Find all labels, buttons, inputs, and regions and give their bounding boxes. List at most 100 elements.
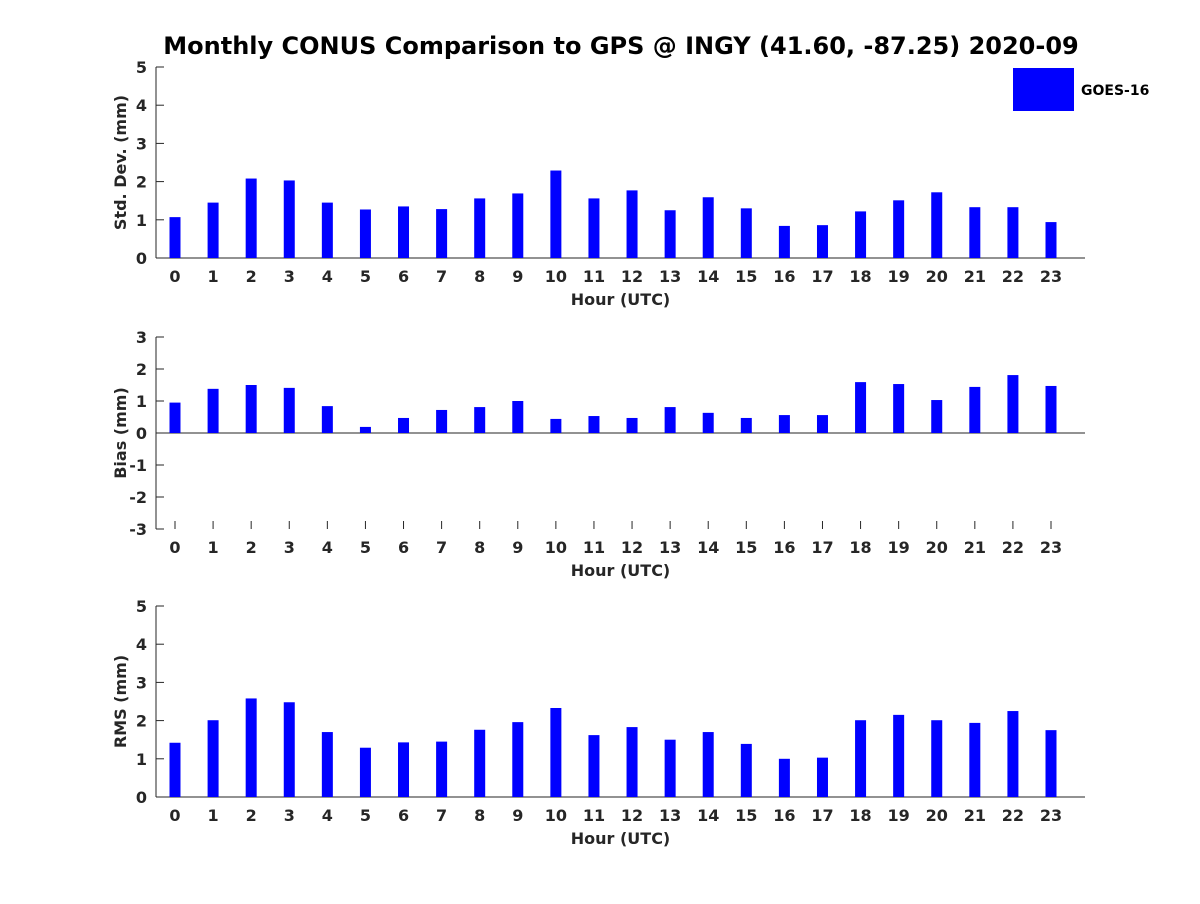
rms-bar (359, 747, 371, 797)
rms-y-tick-label: 5 (136, 597, 147, 616)
bias-bar (359, 426, 371, 433)
legend: GOES-16 (1013, 68, 1149, 111)
rms-y-tick-label: 0 (136, 788, 147, 807)
rms-bar (207, 720, 219, 797)
bias-x-tick-label: 16 (773, 538, 795, 557)
rms-bar (816, 757, 828, 797)
std-dev-bar (512, 193, 524, 258)
std-dev-x-tick-label: 6 (398, 267, 409, 286)
rms-x-tick-label: 9 (512, 806, 523, 825)
rms-x-tick-label: 23 (1040, 806, 1062, 825)
std-dev-bar (855, 211, 867, 258)
std-dev-y-tick-label: 0 (136, 249, 147, 268)
rms-x-tick-label: 13 (659, 806, 681, 825)
std-dev-bar (321, 202, 333, 258)
bias-bar (931, 400, 943, 433)
rms-bar (283, 702, 295, 797)
rms-x-tick-label: 22 (1002, 806, 1024, 825)
rms-bar (169, 742, 181, 797)
bias-y-tick-label: -2 (129, 488, 147, 507)
bias-x-tick-label: 9 (512, 538, 523, 557)
std-dev-x-tick-label: 17 (811, 267, 833, 286)
rms-x-tick-label: 12 (621, 806, 643, 825)
std-dev-x-tick-label: 21 (964, 267, 986, 286)
rms-y-tick-label: 4 (136, 635, 147, 654)
std-dev-x-tick-label: 9 (512, 267, 523, 286)
rms-x-tick-label: 3 (284, 806, 295, 825)
rms-x-tick-label: 4 (322, 806, 333, 825)
std-dev-x-tick-label: 4 (322, 267, 333, 286)
chart-title: Monthly CONUS Comparison to GPS @ INGY (… (163, 32, 1078, 60)
std-dev-bar (550, 170, 562, 258)
bias-bar (969, 386, 981, 433)
bias-x-tick-label: 7 (436, 538, 447, 557)
bias-x-tick-label: 20 (926, 538, 948, 557)
bias-bar (626, 417, 638, 433)
std-dev-x-tick-label: 3 (284, 267, 295, 286)
bias-x-tick-label: 15 (735, 538, 757, 557)
rms-bar (740, 743, 752, 797)
bias-bar (321, 406, 333, 433)
std-dev-bar (1045, 222, 1057, 258)
std-dev-x-tick-label: 15 (735, 267, 757, 286)
bias-y-tick-label: 1 (136, 392, 147, 411)
rms-bar (436, 741, 448, 797)
bias-x-tick-label: 4 (322, 538, 333, 557)
bias-x-tick-label: 11 (583, 538, 605, 557)
rms-bar (778, 758, 790, 797)
std-dev-bar (626, 190, 638, 258)
rms-x-tick-label: 6 (398, 806, 409, 825)
std-dev-y-axis-label: Std. Dev. (mm) (111, 95, 130, 230)
rms-x-tick-label: 19 (888, 806, 910, 825)
rms-x-tick-label: 7 (436, 806, 447, 825)
bias-bar (245, 385, 257, 433)
bias-y-tick-label: 0 (136, 424, 147, 443)
std-dev-bar (816, 225, 828, 258)
bias-y-tick-label: 3 (136, 328, 147, 347)
bias-bar (207, 388, 219, 433)
rms-x-tick-label: 21 (964, 806, 986, 825)
bias-bar (550, 418, 562, 433)
std-dev-x-tick-label: 19 (888, 267, 910, 286)
bias-bar (169, 402, 181, 433)
std-dev-x-tick-label: 22 (1002, 267, 1024, 286)
std-dev-bar (778, 225, 790, 258)
std-dev-x-tick-label: 14 (697, 267, 719, 286)
rms-bar (588, 735, 600, 797)
bias-x-tick-label: 22 (1002, 538, 1024, 557)
bias-x-tick-label: 1 (208, 538, 219, 557)
rms-x-tick-label: 14 (697, 806, 719, 825)
rms-bar (398, 742, 410, 797)
std-dev-x-tick-label: 11 (583, 267, 605, 286)
legend-swatch (1013, 68, 1074, 111)
bias-bar (702, 412, 714, 433)
rms-bar (474, 729, 486, 797)
std-dev-bar (436, 209, 448, 258)
rms-bar (702, 732, 714, 797)
bias-bar (398, 417, 410, 433)
rms-bar (969, 722, 981, 797)
std-dev-bar (1007, 207, 1019, 258)
bias-bar (474, 407, 486, 433)
std-dev-x-tick-label: 7 (436, 267, 447, 286)
bias-x-tick-label: 19 (888, 538, 910, 557)
rms-x-tick-label: 5 (360, 806, 371, 825)
rms-x-axis-label: Hour (UTC) (571, 829, 671, 848)
std-dev-bar (893, 200, 905, 258)
std-dev-x-tick-label: 8 (474, 267, 485, 286)
std-dev-bar (398, 206, 410, 258)
bias-bar (1007, 375, 1019, 433)
bias-y-tick-label: -3 (129, 520, 147, 539)
std-dev-bar (207, 202, 219, 258)
std-dev-x-tick-label: 20 (926, 267, 948, 286)
bias-bar (1045, 385, 1057, 433)
rms-bar (512, 722, 524, 797)
std-dev-bar (931, 192, 943, 258)
rms-bar (1045, 730, 1057, 797)
rms-x-tick-label: 1 (208, 806, 219, 825)
rms-x-tick-label: 11 (583, 806, 605, 825)
bias-y-tick-label: -1 (129, 456, 147, 475)
std-dev-x-tick-label: 23 (1040, 267, 1062, 286)
